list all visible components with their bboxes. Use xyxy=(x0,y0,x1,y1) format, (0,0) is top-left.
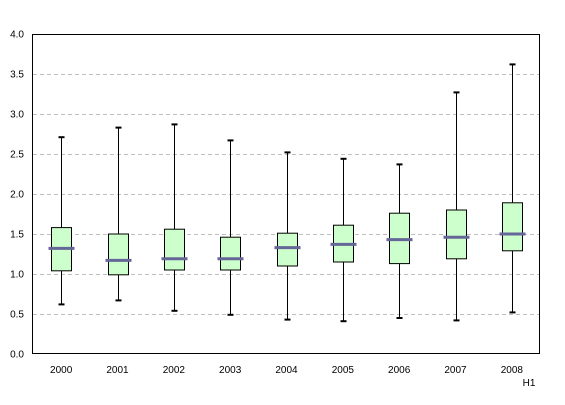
x-tick-label: 2000 xyxy=(50,365,73,376)
plot-area-frame xyxy=(32,34,540,354)
x-axis-suffix-label: H1 xyxy=(523,378,536,389)
iqr-box xyxy=(446,209,467,260)
y-tick-label: 2.0 xyxy=(10,190,24,201)
box-2008 xyxy=(499,63,526,314)
x-axis-tick-labels: 2000 2001 2002 2003 2004 2005 2006 2007 2008 xyxy=(50,365,523,376)
x-tick-label: 2003 xyxy=(219,365,242,376)
x-tick-label: 2005 xyxy=(332,365,355,376)
x-tick-label: 2002 xyxy=(163,365,186,376)
y-tick-label: 4.0 xyxy=(10,30,24,41)
box-2006 xyxy=(386,163,413,319)
x-tick-label: 2001 xyxy=(106,365,129,376)
box-2005 xyxy=(330,157,357,323)
x-tick-label: 2006 xyxy=(388,365,411,376)
gridlines xyxy=(33,74,540,315)
iqr-box xyxy=(220,236,241,271)
y-tick-label: 2.5 xyxy=(10,150,24,161)
iqr-box xyxy=(502,202,523,252)
box-2004 xyxy=(274,151,301,321)
y-tick-label: 1.5 xyxy=(10,230,24,241)
x-tick-label: 2004 xyxy=(275,365,298,376)
x-tick-label: 2007 xyxy=(444,365,467,376)
y-tick-label: 0.5 xyxy=(10,310,24,321)
y-tick-label: 0.0 xyxy=(10,350,24,361)
box-2003 xyxy=(217,139,244,316)
boxes xyxy=(48,63,526,323)
box-2002 xyxy=(161,123,188,312)
iqr-box xyxy=(277,232,298,267)
y-tick-label: 1.0 xyxy=(10,270,24,281)
iqr-box xyxy=(108,233,129,276)
y-axis-tick-labels: 0.0 0.5 1.0 1.5 2.0 2.5 3.0 3.5 4.0 xyxy=(10,30,24,361)
box-2001 xyxy=(105,126,132,302)
y-tick-label: 3.5 xyxy=(10,70,24,81)
box-2000 xyxy=(48,136,75,306)
box-2007 xyxy=(443,91,470,322)
iqr-box xyxy=(164,228,185,271)
x-tick-label: 2008 xyxy=(501,365,524,376)
y-tick-label: 3.0 xyxy=(10,110,24,121)
